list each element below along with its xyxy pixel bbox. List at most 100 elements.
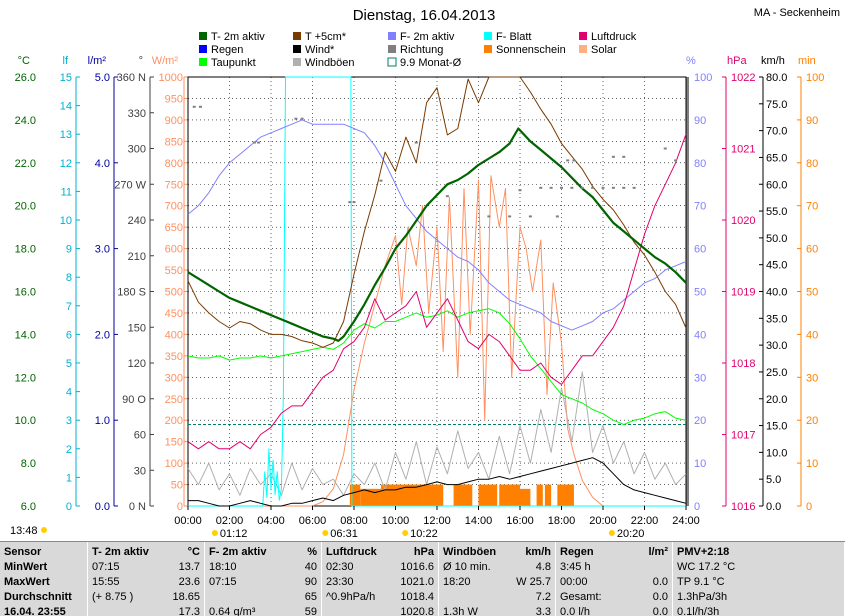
wind-axis-tick-label: 80.0 (766, 72, 787, 84)
stats-column: Regen l/m² 3:45 h 00:00 0.0 Gesamt: 0.0 0.0 l/h… (556, 542, 673, 616)
lf-axis-unit: lf (63, 55, 69, 67)
stats-row: 1020.8 (326, 605, 434, 616)
humidity-axis-tick-label: 80 (694, 158, 706, 170)
stats-header: Windböen km/h (443, 545, 551, 560)
wind-axis-tick-label: 20.0 (766, 394, 787, 406)
chart-title: Dienstag, 16.04.2013 (353, 7, 496, 24)
direction-point (348, 201, 352, 204)
stats-value: 1018.4 (400, 591, 434, 603)
stats-label: 1.3h W (443, 606, 478, 616)
direction-axis-tick-label: 30 (134, 465, 146, 477)
stats-row: 18:20 W 25.7 (443, 575, 551, 590)
stats-label: ^0.9hPa/h (326, 591, 376, 603)
legend-label: Solar (591, 44, 617, 56)
stats-row: 0.0 l/h 0.0 (560, 605, 668, 616)
direction-point (632, 186, 636, 189)
stats-value: 1021.0 (400, 576, 434, 588)
temp-axis-tick-label: 16.0 (15, 287, 36, 299)
direction-point (518, 189, 522, 192)
wind-axis-tick-label: 35.0 (766, 313, 787, 325)
sunshine-axis-tick-label: 20 (806, 415, 818, 427)
stats-row: 17.3 (92, 605, 200, 616)
temp-axis-tick-label: 22.0 (15, 158, 36, 170)
solar-axis-tick-label: 600 (165, 244, 183, 256)
stats-row: 02:30 1016.6 (326, 560, 434, 575)
direction-point (300, 117, 304, 120)
humidity-axis-tick-label: 60 (694, 244, 706, 256)
temp-axis-tick-label: 18.0 (15, 244, 36, 256)
x-tick-label: 12:00 (423, 515, 451, 527)
stats-value: W 25.7 (516, 576, 551, 588)
solar-axis-unit: W/m² (152, 55, 179, 67)
direction-point (622, 186, 626, 189)
solar-axis-tick-label: 950 (165, 93, 183, 105)
stats-value: l/m² (648, 546, 668, 558)
stats-label: Gesamt: (560, 591, 602, 603)
rain-axis-tick-label: 5.0 (95, 72, 110, 84)
temp-axis-tick-label: 12.0 (15, 372, 36, 384)
direction-axis-unit: ° (139, 55, 143, 67)
direction-point (560, 186, 563, 189)
stats-label: Luftdruck (326, 546, 377, 558)
stats-row: Ø 10 min. 4.8 (443, 560, 551, 575)
solar-axis-tick-label: 550 (165, 265, 183, 277)
direction-point (379, 179, 383, 182)
direction-point (508, 215, 512, 218)
stats-row: 7.2 (443, 590, 551, 605)
series-line (187, 371, 687, 496)
legend-swatch (293, 32, 301, 40)
sunshine-bar (349, 484, 361, 506)
direction-axis-tick-label: 60 (134, 430, 146, 442)
pressure-axis-unit: hPa (727, 55, 747, 67)
lf-axis-tick-label: 5 (66, 358, 72, 370)
legend-swatch (484, 32, 492, 40)
legend-swatch (293, 45, 301, 53)
legend-label: Richtung (400, 44, 443, 56)
stats-label: F- 2m aktiv (209, 546, 267, 558)
legend-swatch (387, 57, 397, 67)
lf-axis-tick-label: 7 (66, 301, 72, 313)
wind-axis-tick-label: 45.0 (766, 260, 787, 272)
stats-row: TP 9.1 °C (677, 575, 840, 590)
direction-point (257, 141, 261, 144)
time-marker-label: 01:12 (220, 528, 248, 540)
lf-axis-tick-label: 9 (66, 244, 72, 256)
direction-point (674, 159, 678, 162)
sunshine-axis-tick-label: 30 (806, 372, 818, 384)
lf-axis-tick-label: 10 (60, 215, 72, 227)
wind-axis-tick-label: 0.0 (766, 501, 781, 513)
legend-label: Regen (211, 44, 243, 56)
stats-row: 16.04. 23:55 (4, 605, 83, 616)
stats-header: Luftdruck hPa (326, 545, 434, 560)
direction-point (611, 155, 615, 158)
time-marker-dot (211, 530, 218, 536)
stats-label: 3:45 h (560, 561, 591, 573)
stats-header: T- 2m aktiv °C (92, 545, 200, 560)
stats-row: (+ 8.75 ) 18.65 (92, 590, 200, 605)
stats-value: 17.3 (178, 606, 200, 616)
sunshine-bar (360, 488, 381, 506)
legend-label: Windböen (305, 57, 355, 69)
stats-label: 0.1l/h/3h (677, 606, 720, 616)
x-tick-label: 04:00 (257, 515, 285, 527)
stats-label: 0.0 l/h (560, 606, 590, 616)
stats-label: Windböen (443, 546, 497, 558)
solar-axis-tick-label: 750 (165, 179, 183, 191)
humidity-axis-tick-label: 90 (694, 115, 706, 127)
lf-axis-tick-label: 2 (66, 444, 72, 456)
stats-row: MaxWert (4, 575, 83, 590)
wind-axis-tick-label: 60.0 (766, 179, 787, 191)
stats-value: 4.8 (535, 561, 551, 573)
stats-label: 16.04. 23:55 (4, 606, 66, 616)
legend-swatch (199, 45, 207, 53)
sunshine-bar (453, 484, 473, 506)
stats-row: 00:00 0.0 (560, 575, 668, 590)
legend-swatch (388, 45, 396, 53)
lf-axis-tick-label: 6 (66, 329, 72, 341)
wind-axis-tick-label: 70.0 (766, 126, 787, 138)
stats-label: TP 9.1 °C (677, 576, 725, 588)
stats-value: 1020.8 (400, 606, 434, 616)
stats-value: 65 (304, 591, 317, 603)
sunshine-bar (544, 484, 552, 506)
x-tick-label: 08:00 (340, 515, 368, 527)
